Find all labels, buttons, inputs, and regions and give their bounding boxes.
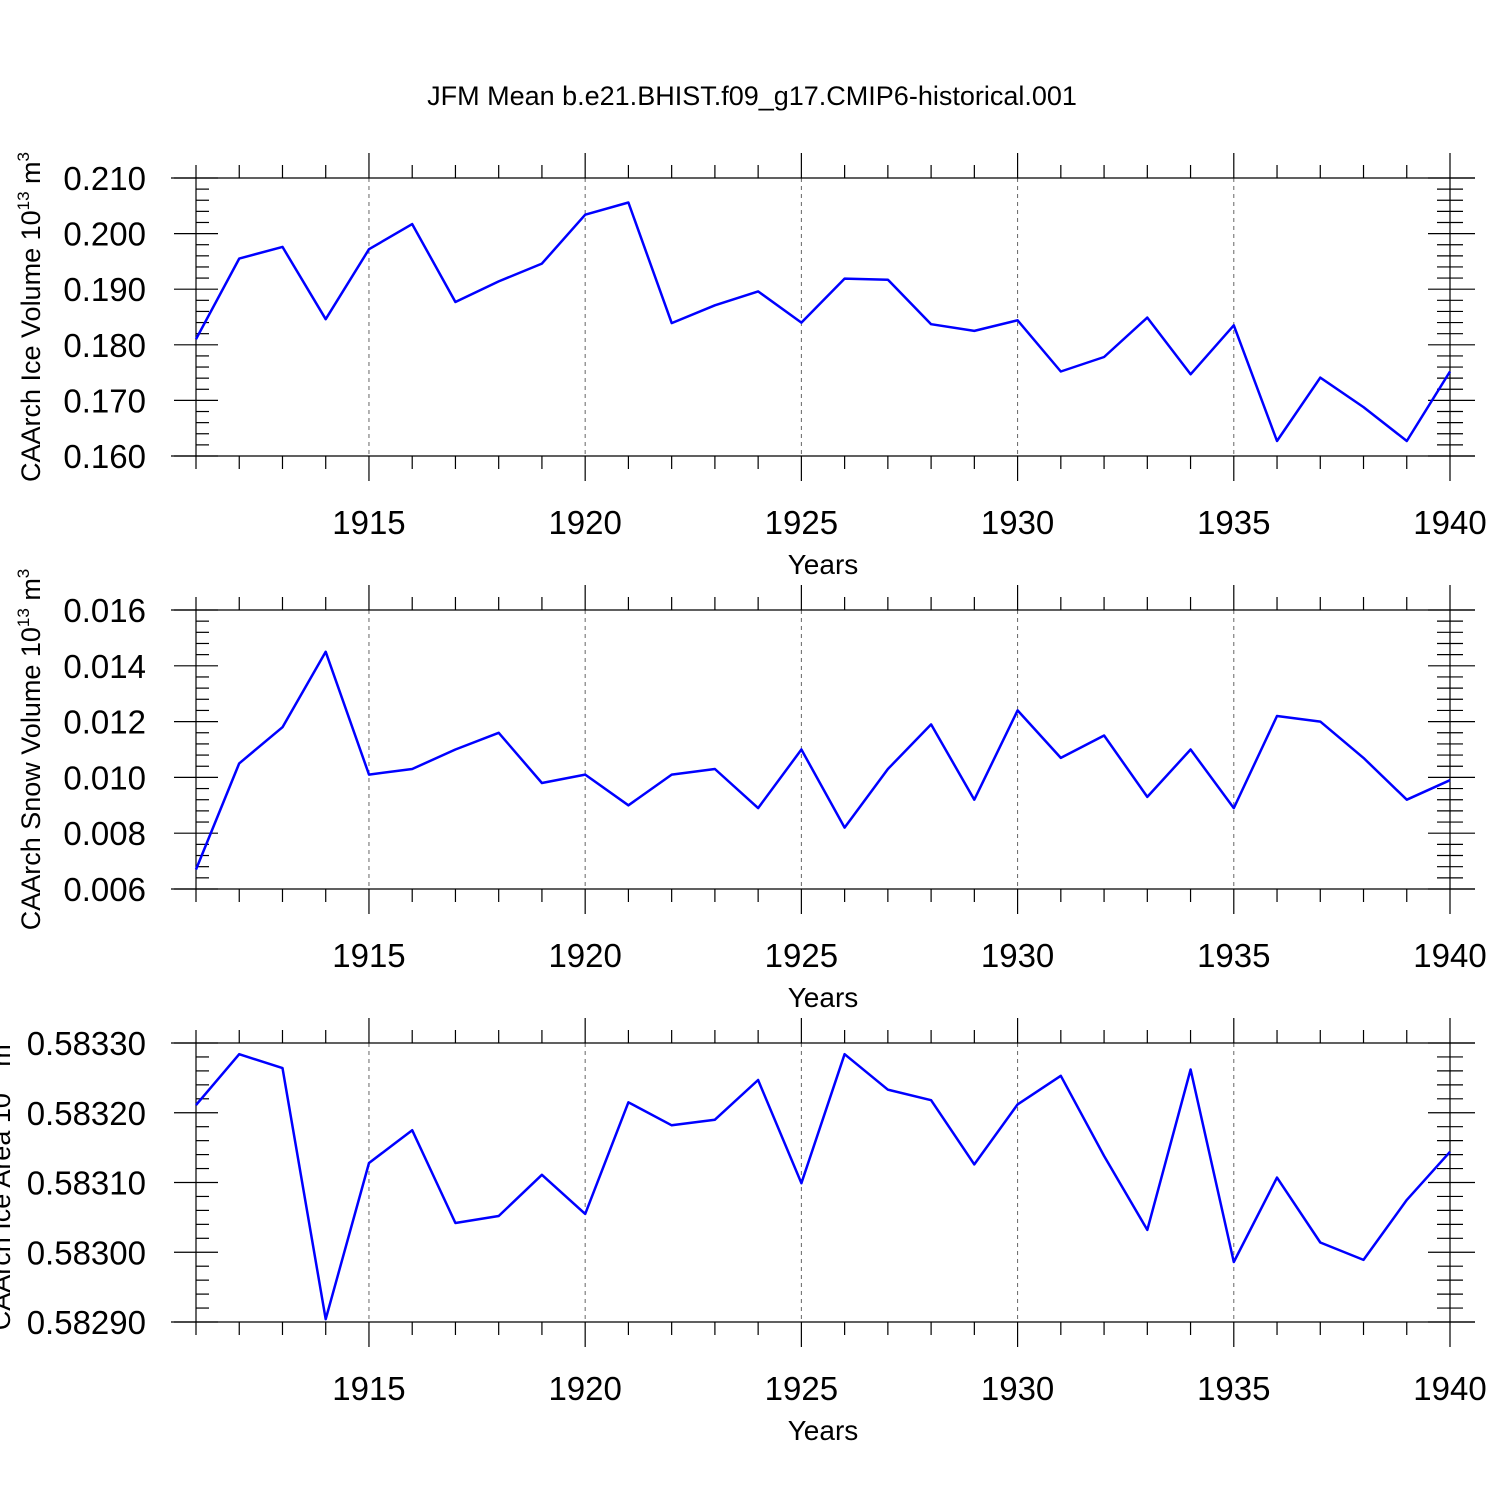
x-tick-label: 1920 [548,504,621,541]
y-axis-label-exponent: 13 [14,191,33,210]
y-axis-label: CAArch Snow Volume 1013 m3 [14,569,46,931]
x-tick-label: 1930 [981,504,1054,541]
x-tick-label: 1935 [1197,504,1270,541]
x-tick-label: 1915 [332,1370,405,1407]
y-axis-label-exponent: 13 [14,608,33,627]
x-axis-label: Years [788,982,859,1013]
x-tick-label: 1915 [332,504,405,541]
x-tick-label: 1920 [548,937,621,974]
y-tick-label: 0.016 [63,592,146,629]
y-tick-label: 0.008 [63,815,146,852]
x-tick-label: 1940 [1413,937,1486,974]
x-axis-label: Years [788,1415,859,1446]
data-series-line [194,650,1451,870]
x-tick-label: 1920 [548,1370,621,1407]
x-tick-label: 1940 [1413,1370,1486,1407]
panel-3: 0.58290 0.58300 0.58310 0.58320 0.58330 1915 1… [0,1018,1487,1446]
y-tick-label: 0.190 [63,271,146,308]
y-axis-label-unit: m [16,578,46,608]
panel-1: 0.160 0.170 0.180 0.190 0.200 0.210 1915 1920 19… [14,152,1487,580]
y-tick-label: 0.012 [63,704,146,741]
y-tick-label: 0.58320 [27,1095,146,1132]
y-tick-label: 0.160 [63,438,146,475]
y-tick-label: 0.58330 [27,1025,146,1062]
y-tick-label: 0.210 [63,160,146,197]
y-tick-label: 0.014 [63,648,146,685]
x-tick-label: 1925 [765,1370,838,1407]
x-tick-label: 1930 [981,1370,1054,1407]
x-tick-label: 1940 [1413,504,1486,541]
data-series-line [194,201,1452,443]
x-axis-label: Years [788,549,859,580]
data-series-line [195,1052,1451,1321]
chart-title: JFM Mean b.e21.BHIST.f09_g17.CMIP6-histo… [427,81,1077,111]
y-axis-label-text: CAArch Ice Volume 10 [16,210,46,482]
y-axis-label-text: CAArch Ice Area 10 [0,1093,16,1330]
y-tick-label: 0.006 [63,871,146,908]
x-tick-label: 1915 [332,937,405,974]
y-axis-label-unit-exponent: 2 [0,1035,3,1044]
x-tick-label: 1935 [1197,937,1270,974]
x-tick-label: 1925 [765,504,838,541]
y-tick-label: 0.58290 [27,1304,146,1341]
y-tick-label: 0.180 [63,327,146,364]
y-tick-label: 0.58300 [27,1234,146,1271]
x-tick-label: 1935 [1197,1370,1270,1407]
y-axis-label-unit: m [16,161,46,191]
y-tick-label: 0.010 [63,759,146,796]
y-axis-label-unit-exponent: 3 [14,569,33,578]
y-tick-label: 0.170 [63,382,146,419]
x-tick-label: 1930 [981,937,1054,974]
y-axis-label-exponent: 13 [0,1074,3,1093]
y-axis-label-text: CAArch Snow Volume 10 [16,627,46,930]
y-tick-label: 0.200 [63,216,146,253]
y-tick-label: 0.58310 [27,1165,146,1202]
panel-2: 0.006 0.008 0.010 0.012 0.014 0.016 1915 1920 19… [14,569,1487,1013]
x-tick-label: 1925 [765,937,838,974]
y-axis-label: CAArch Ice Volume 1013 m3 [14,152,46,482]
y-axis-label-unit-exponent: 3 [14,152,33,161]
y-axis-label: CAArch Ice Area 1013 m2 [0,1035,16,1331]
y-axis-label-unit: m [0,1044,16,1074]
